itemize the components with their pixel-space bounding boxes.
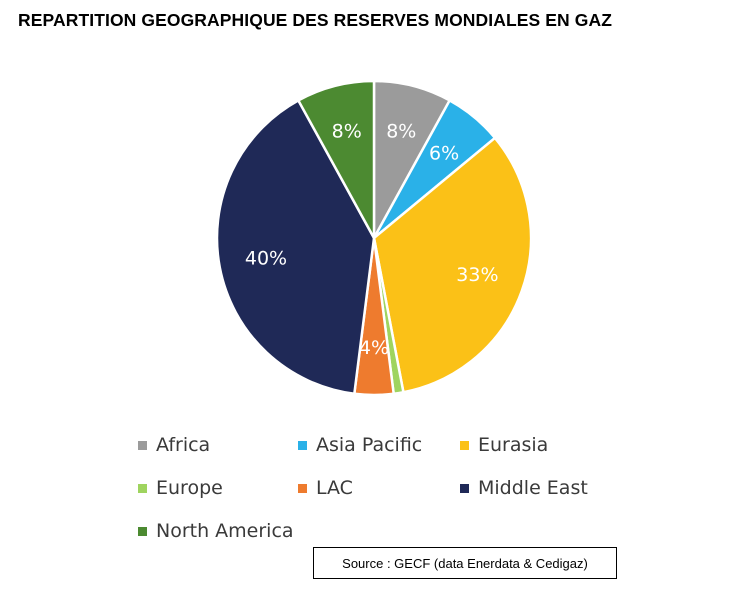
- pie-slices: [215, 79, 533, 397]
- legend-swatch: [460, 440, 469, 450]
- slice-label-middle-east: 40%: [245, 248, 287, 270]
- pie-chart: 8% 6% 33% 4% 40% 8%: [215, 79, 533, 397]
- legend-label: Asia Pacific: [316, 434, 423, 456]
- legend-item-lac: LAC: [298, 475, 353, 501]
- legend-swatch: [138, 483, 147, 493]
- legend-item-asia-pacific: Asia Pacific: [298, 432, 422, 458]
- legend-swatch: [138, 526, 147, 536]
- pie-labels: 8% 6% 33% 4% 40% 8%: [245, 121, 499, 359]
- pie-slice-north-america: [297, 79, 376, 240]
- slice-label-eurasia: 33%: [456, 264, 498, 286]
- legend-item-africa: Africa: [138, 432, 210, 458]
- legend-item-middle-east: Middle East: [460, 475, 588, 501]
- legend-item-north-america: North America: [138, 518, 294, 544]
- chart-title: REPARTITION GEOGRAPHIQUE DES RESERVES MO…: [18, 10, 612, 30]
- legend-item-eurasia: Eurasia: [460, 432, 548, 458]
- legend-swatch: [298, 483, 307, 493]
- pie-slice-middle-east: [215, 99, 376, 396]
- legend-label: Europe: [156, 477, 223, 499]
- pie-slice-eurasia: [372, 136, 533, 394]
- legend-label: North America: [156, 520, 294, 542]
- slice-label-africa: 8%: [386, 121, 416, 143]
- slice-label-lac: 4%: [359, 337, 389, 359]
- legend-label: LAC: [316, 477, 353, 499]
- slice-label-asia-pacific: 6%: [429, 142, 459, 164]
- legend-swatch: [138, 440, 147, 450]
- chart-legend: Africa Asia Pacific Eurasia Europe LAC Middle…: [138, 432, 618, 552]
- source-note: Source : GECF (data Enerdata & Cedigaz): [313, 547, 617, 579]
- legend-label: Eurasia: [478, 434, 549, 456]
- legend-label: Africa: [156, 434, 211, 456]
- slice-label-north-america: 8%: [332, 121, 362, 143]
- legend-item-europe: Europe: [138, 475, 223, 501]
- legend-swatch: [298, 440, 307, 450]
- legend-label: Middle East: [478, 477, 588, 499]
- legend-swatch: [460, 483, 469, 493]
